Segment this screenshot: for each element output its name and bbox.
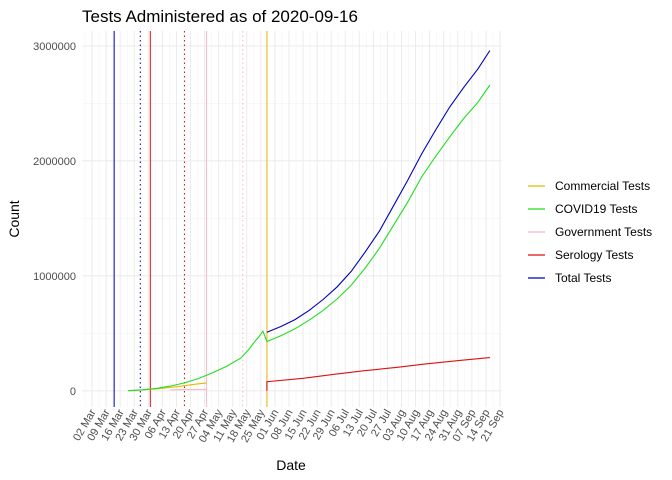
legend-label: COVID19 Tests xyxy=(555,202,637,216)
x-axis-label: Date xyxy=(276,457,306,473)
y-tick-label: 2000000 xyxy=(33,156,76,168)
plot-grid xyxy=(82,31,502,407)
legend-label: Government Tests xyxy=(555,225,652,239)
y-axis-label: Count xyxy=(6,200,22,237)
series-line xyxy=(266,357,490,391)
series-line xyxy=(128,84,491,392)
legend-label: Serology Tests xyxy=(555,248,634,262)
legend-label: Total Tests xyxy=(555,271,611,285)
y-tick-label: 3000000 xyxy=(33,41,76,53)
y-tick-label: 1000000 xyxy=(33,271,76,283)
y-tick-label: 0 xyxy=(70,386,76,398)
chart-title: Tests Administered as of 2020-09-16 xyxy=(82,7,358,26)
series-lines xyxy=(128,50,491,392)
series-line xyxy=(266,50,491,333)
y-axis-ticks: 0 1000000 2000000 3000000 xyxy=(33,41,76,398)
legend-label: Commercial Tests xyxy=(555,179,650,193)
legend: Commercial Tests COVID19 Tests Government … xyxy=(528,179,652,285)
reference-lines xyxy=(113,31,268,407)
